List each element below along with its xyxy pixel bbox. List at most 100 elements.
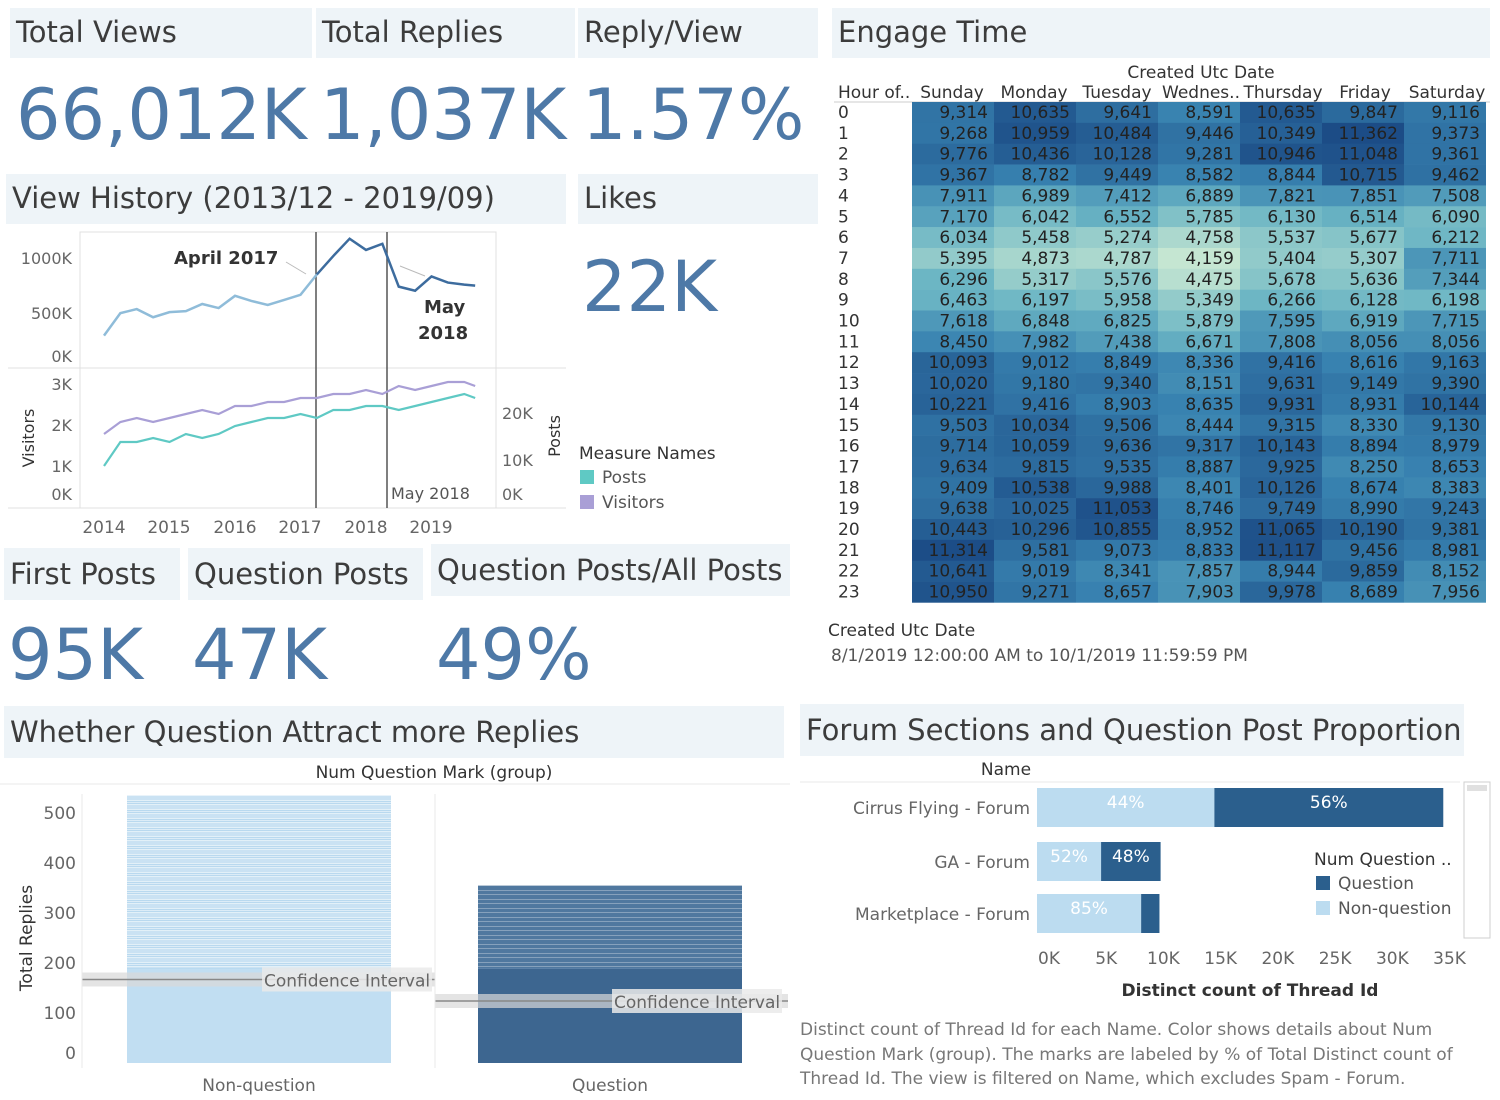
question-ratio-header: Question Posts/All Posts [431,544,790,596]
heatmap-cell-value: 7,821 [1267,186,1316,206]
heatmap-cell [1076,373,1158,395]
heatmap-cell [912,560,994,582]
heatmap-cell-value: 9,776 [939,145,988,165]
heatmap-cell [1158,581,1240,603]
views-line-series [102,273,318,337]
heatmap-cell-value: 9,315 [1267,416,1316,436]
heatmap-cell [1158,227,1240,249]
vh-annotation-may: May [424,297,466,318]
heatmap-cell-value: 10,025 [1011,499,1070,519]
heatmap-cell-value: 8,833 [1185,541,1234,561]
legend-item-visitors[interactable]: Visitors [580,493,664,513]
heatmap-day-label: Friday [1339,83,1391,103]
replies-bar-top [127,795,391,968]
heatmap-cell [1322,435,1404,457]
heatmap-cell-value: 9,019 [1021,562,1070,582]
vh-left-tick: 1K [51,457,72,476]
replies-category-label: Question [572,1076,648,1096]
legend-item-question[interactable]: Question [1316,874,1414,894]
heatmap-cell [912,373,994,395]
heatmap-cell-value: 9,859 [1349,562,1398,582]
heatmap-cell-value: 6,552 [1103,207,1152,227]
heatmap-cell-value: 10,221 [929,395,988,415]
heatmap-cell [1404,164,1486,186]
heatmap-cell [1076,477,1158,499]
forum-bar-label: 44% [1107,793,1145,813]
heatmap-cell [994,102,1076,124]
replies-bar-top [478,885,742,968]
heatmap-cell [994,227,1076,249]
heatmap-cell-value: 9,462 [1431,166,1480,186]
heatmap-cell [1322,185,1404,207]
legend-item-non-question[interactable]: Non-question [1316,899,1451,919]
heatmap-hour-label: 3 [838,166,849,186]
heatmap-cell-value: 9,416 [1267,353,1316,373]
legend-item-posts[interactable]: Posts [580,468,646,488]
heatmap-cell [1240,519,1322,541]
replies-y-axis-title: Total Replies [17,885,37,992]
heatmap-cell-value: 7,956 [1431,583,1480,603]
heatmap-cell [1322,206,1404,228]
heatmap-cell-value: 10,144 [1421,395,1480,415]
heatmap-cell [994,331,1076,353]
heatmap-cell-value: 6,296 [939,270,988,290]
forum-scrollbar[interactable] [1463,781,1491,939]
heatmap-cell [1240,498,1322,520]
heatmap-cell [1404,539,1486,561]
heatmap-cell [994,268,1076,290]
total-replies-value: 1,037K [320,74,567,156]
heatmap-cell [1240,414,1322,436]
heatmap-cell-value: 10,946 [1257,145,1316,165]
heatmap-cell-value: 11,065 [1257,520,1316,540]
heatmap-cell [912,268,994,290]
heatmap-cell-value: 9,130 [1431,416,1480,436]
heatmap-hour-label: 5 [838,207,849,227]
heatmap-cell-value: 6,198 [1431,291,1480,311]
heatmap-cell-value: 7,438 [1103,332,1152,352]
total-views-value: 66,012K [16,74,307,156]
heatmap-cell [1076,164,1158,186]
heatmap-cell-value: 5,958 [1103,291,1152,311]
forum-scrollbar-thumb[interactable] [1467,785,1487,791]
heatmap-cell [1322,519,1404,541]
heatmap-cell [912,414,994,436]
heatmap-cell [1158,393,1240,416]
heatmap-cell [994,414,1076,436]
heatmap-cell-value: 9,012 [1021,353,1070,373]
forum-x-tick: 20K [1261,949,1295,969]
heatmap-hour-label: 8 [838,270,849,290]
heatmap-cell [912,581,994,603]
forum-header: Forum Sections and Question Post Proport… [800,704,1464,756]
forum-x-tick: 10K [1147,949,1181,969]
heatmap-cell [1240,122,1322,144]
heatmap-cell-value: 6,889 [1185,186,1234,206]
heatmap-cell-value: 5,677 [1349,228,1398,248]
vh-right-axis-title: Posts [545,415,564,457]
heatmap-cell-value: 6,128 [1349,291,1398,311]
heatmap-cell [1158,122,1240,144]
heatmap-cell [1158,373,1240,395]
heatmap-cell-value: 5,307 [1349,249,1398,269]
total-views-header: Total Views [10,8,312,58]
heatmap-cell [1404,373,1486,395]
heatmap-cell-value: 7,508 [1431,186,1480,206]
vh-right-tick: 10K [502,451,533,470]
view-history-chart: 1000K 500K 0K 3K 2K 1K 0K Visitors 20K 1… [8,231,566,538]
heatmap-cell-value: 9,390 [1431,374,1480,394]
vh-left-tick: 3K [51,375,72,394]
replies-bar [478,968,742,1063]
heatmap-cell [912,331,994,353]
heatmap-cell [912,185,994,207]
heatmap-hour-label: 21 [838,541,860,561]
heatmap-cell [1240,539,1322,561]
replies-header: Whether Question Attract more Replies [4,706,784,758]
heatmap-cell [1322,310,1404,332]
heatmap-cell-value: 5,576 [1103,270,1152,290]
heatmap-cell-value: 7,982 [1021,332,1070,352]
replies-y-tick: 100 [44,1004,76,1024]
heatmap-cell-value: 5,274 [1103,228,1152,248]
date-filter-value[interactable]: 8/1/2019 12:00:00 AM to 10/1/2019 11:59:… [831,646,1248,666]
heatmap-cell-value: 5,785 [1185,207,1234,227]
heatmap-cell-value: 10,034 [1011,416,1070,436]
heatmap-cell [1404,227,1486,249]
